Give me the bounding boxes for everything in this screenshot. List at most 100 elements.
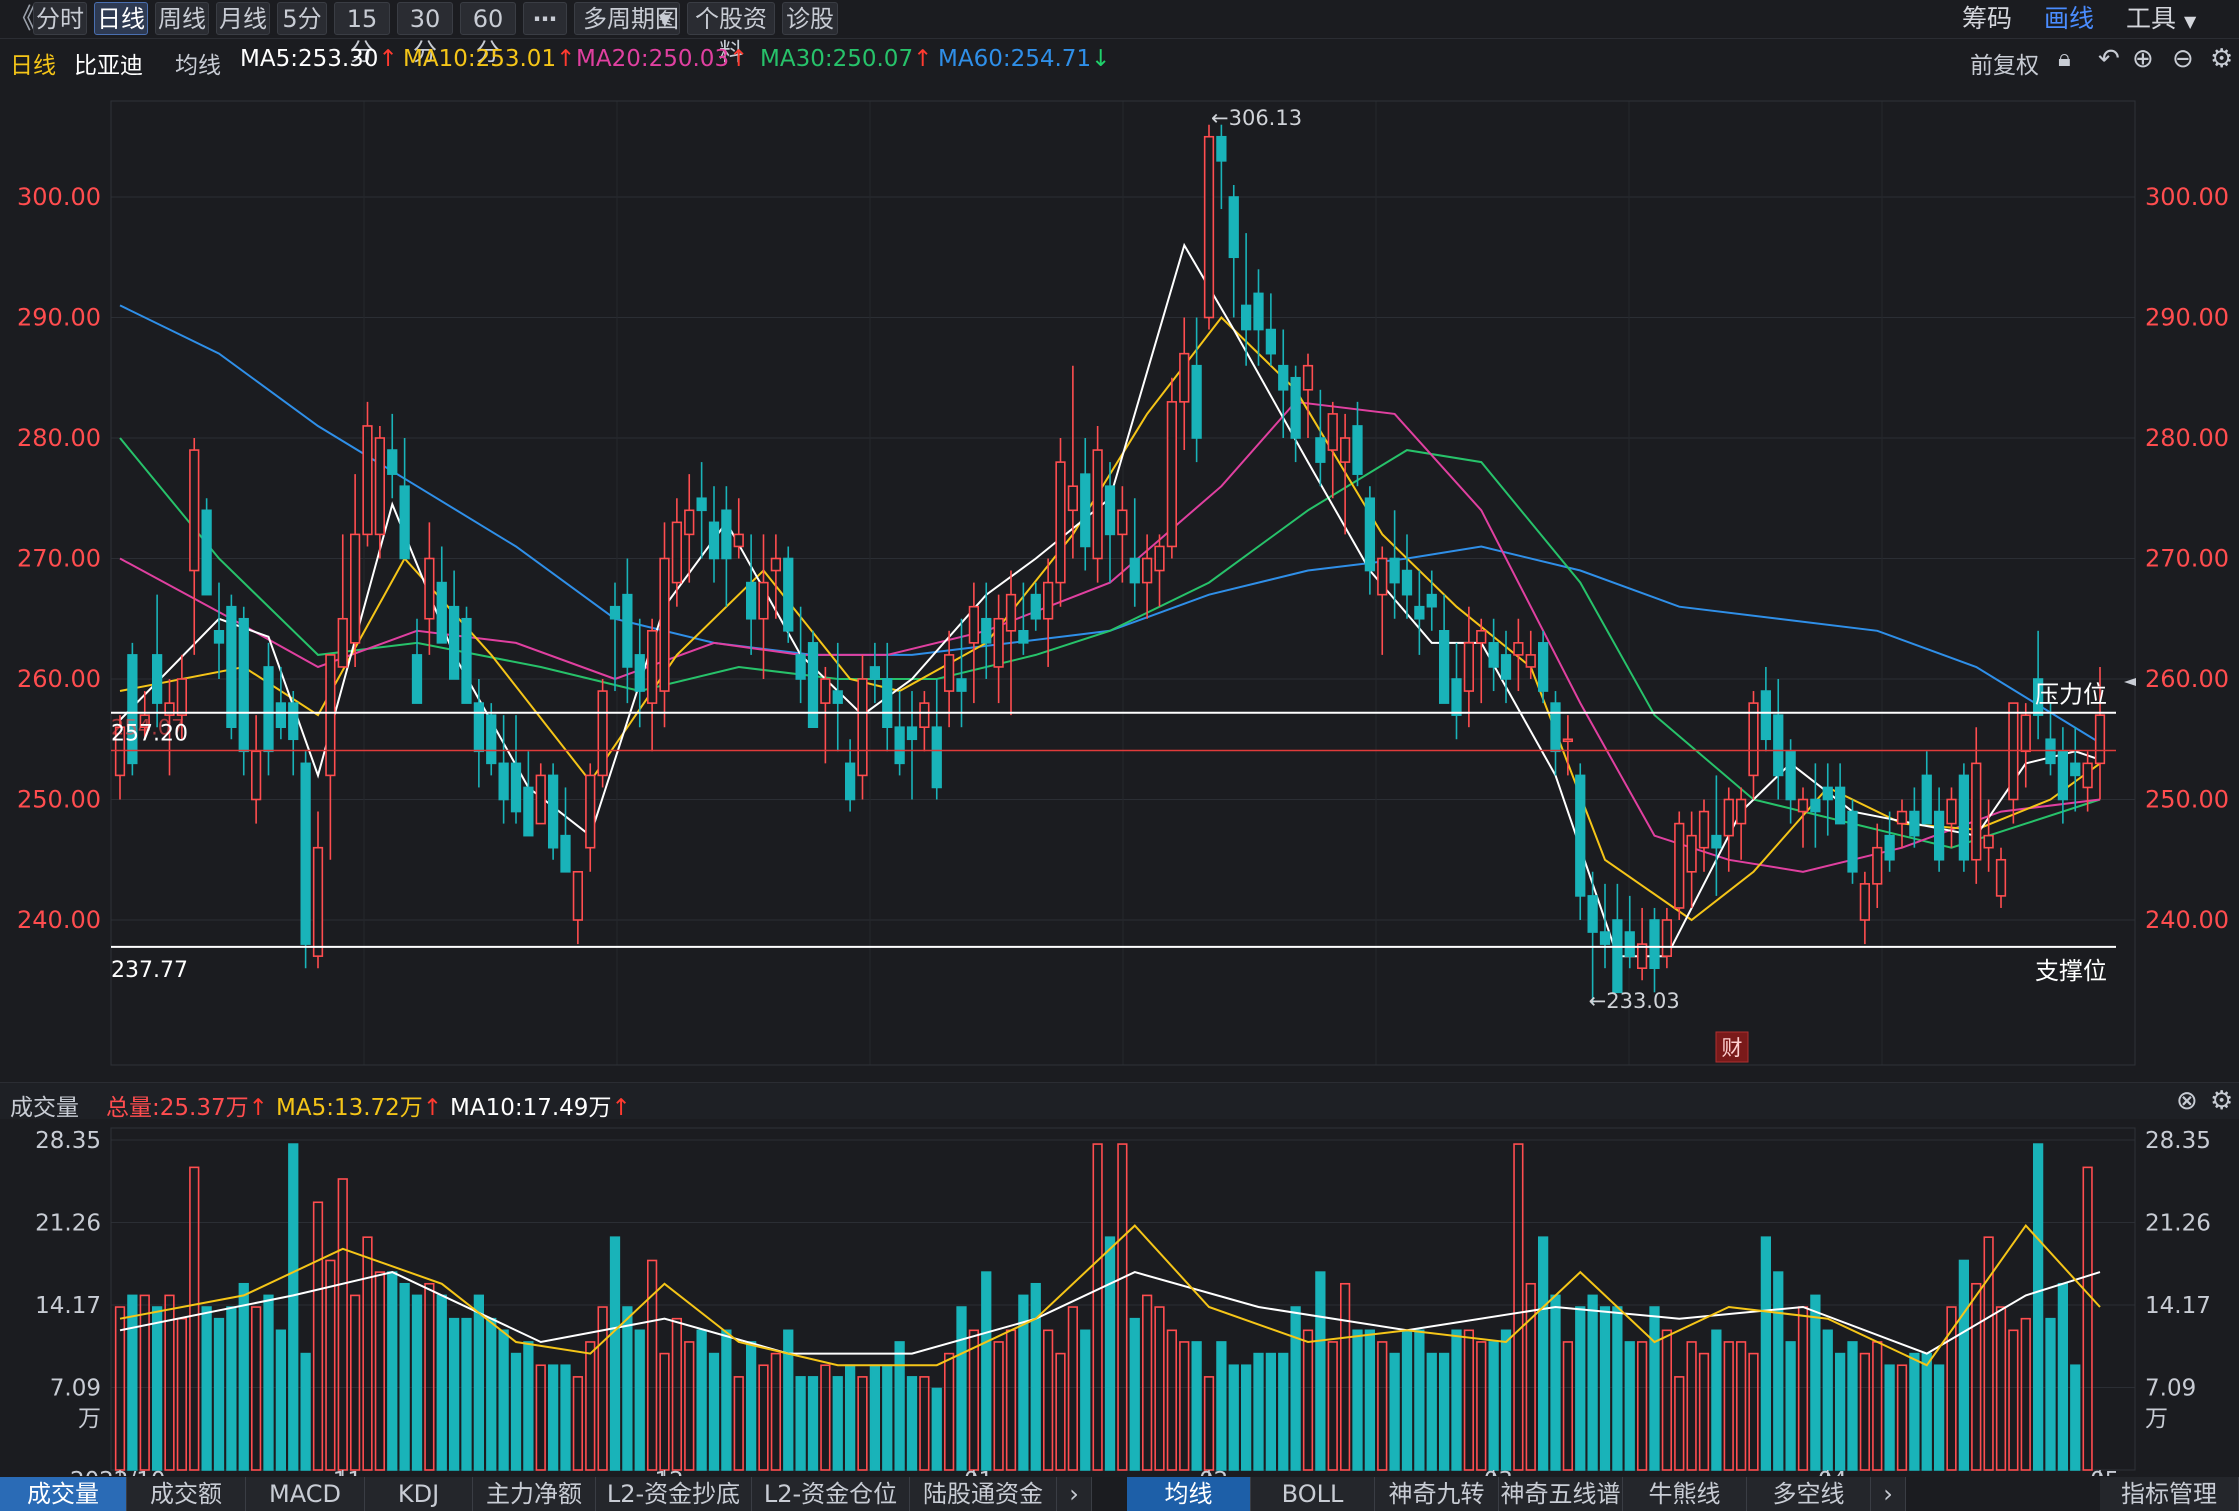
zoom-out-icon[interactable]: ⊖ [2172, 44, 2194, 74]
candle-body-up [646, 629, 658, 704]
volume-bar-down [1080, 1329, 1091, 1471]
volume-bar-down [981, 1271, 992, 1471]
candle [1203, 124, 1215, 330]
candle-body-down [832, 690, 843, 704]
tab-fenshi[interactable]: 分时 [33, 2, 87, 35]
volume-bar-up [1117, 1143, 1128, 1471]
volume-bar-down [226, 1306, 237, 1471]
volume-chart[interactable]: 28.35 28.35 21.26 21.26 14.17 14.17 7.09 7.09 万 万… [0, 1118, 2239, 1476]
tab-zhouxian[interactable]: 周线 [155, 2, 209, 35]
overlay-tab[interactable]: 神奇九转 [1375, 1477, 1499, 1511]
double-chevron-left-icon[interactable]: 《 [8, 2, 37, 35]
candle [1686, 811, 1697, 908]
candle-body-down [1958, 774, 1970, 861]
indicator-tab[interactable]: L2-资金仓位 [752, 1477, 910, 1511]
candle [127, 642, 138, 776]
candle [1117, 486, 1128, 583]
candle-body-up [1661, 919, 1673, 957]
candle-body-up [176, 678, 188, 716]
candle-body-up [337, 617, 348, 668]
candle [832, 642, 843, 752]
tools-button[interactable]: 工具 ▼ [2126, 2, 2196, 35]
volume-bar-down [906, 1376, 918, 1471]
indicator-manage-tab[interactable]: 指标管理 [2100, 1477, 2239, 1511]
tab-yuexian[interactable]: 月线 [216, 2, 270, 35]
candle [1339, 413, 1351, 535]
diagnose-button[interactable]: 诊股 [782, 2, 838, 35]
volume-header [0, 1082, 2239, 1119]
settings-gear-icon[interactable]: ⚙ [2210, 44, 2234, 74]
candle-body-down [1884, 834, 1895, 861]
multi-period-dropdown[interactable]: 多周期图 ▼ [574, 2, 680, 35]
tab-30min[interactable]: 30分 [397, 2, 453, 66]
candle [1265, 293, 1277, 366]
candle-body-up [1797, 798, 1809, 813]
volume-bar-down [1129, 1317, 1140, 1471]
candle [312, 811, 324, 969]
finance-badge[interactable] [1715, 1031, 1749, 1063]
volume-bar-down [201, 1306, 212, 1471]
kline-chart[interactable]: 300.00 290.00 280.00 270.00 260.00 250.00 240.… [0, 68, 2239, 1068]
candle [585, 763, 596, 872]
candle-body-down [1228, 196, 1239, 259]
zoom-in-icon[interactable]: ⊕ [2132, 44, 2154, 74]
candle [2008, 702, 2019, 824]
candle-body-up [1092, 449, 1103, 560]
candle [337, 534, 348, 668]
candle-body-up [374, 437, 386, 536]
stock-profile-button[interactable]: 个股资料 [687, 2, 775, 66]
candle [2020, 703, 2031, 788]
tab-rixian[interactable]: 日线 [94, 2, 148, 35]
candle [461, 606, 472, 704]
candle [2045, 703, 2056, 776]
candle-body-down [708, 521, 720, 560]
candle [535, 763, 546, 825]
tab-15min[interactable]: 15分 [334, 2, 390, 66]
candle-body-up [1463, 642, 1475, 692]
candle-body-up [424, 557, 435, 620]
candle [1723, 787, 1734, 872]
draw-button[interactable]: 画线 [2044, 4, 2095, 33]
candle-body-down [436, 581, 447, 644]
volume-bar-up [1686, 1341, 1697, 1471]
volume-bar-down [1290, 1306, 1301, 1471]
settings-gear-icon[interactable]: ⚙ [2210, 1086, 2234, 1116]
chevron-right-icon[interactable]: › [1871, 1477, 1906, 1511]
volume-bar-down [696, 1329, 707, 1471]
overlay-tab[interactable]: 多空线 [1747, 1477, 1871, 1511]
overlay-tab[interactable]: 均线 [1127, 1477, 1251, 1511]
tab-60min[interactable]: 60分 [460, 2, 516, 66]
price-tick-left: 280.00 [17, 424, 101, 452]
indicator-tab[interactable]: MACD [246, 1477, 365, 1511]
more-periods-button[interactable]: ⋯ [523, 2, 567, 35]
vol-tick-left: 14.17 [35, 1293, 101, 1319]
lock-icon[interactable]: 🔒︎ [2058, 44, 2071, 72]
chevron-right-icon[interactable]: › [1057, 1477, 1092, 1511]
close-icon[interactable]: ⊗ [2176, 1086, 2198, 1116]
candle [547, 763, 559, 860]
indicator-tab[interactable]: KDJ [365, 1477, 473, 1511]
indicator-tab[interactable]: 成交额 [127, 1477, 246, 1511]
chip-button[interactable]: 筹码 [1962, 4, 2013, 33]
indicator-tab[interactable]: L2-资金抄底 [596, 1477, 752, 1511]
indicator-tab[interactable]: 成交量 [0, 1477, 127, 1511]
volume-bar-up [1946, 1306, 1957, 1471]
candle [411, 618, 423, 704]
volume-bar-up [1513, 1143, 1524, 1471]
candle-body-down [1575, 774, 1586, 897]
candle [844, 739, 856, 812]
overlay-tab[interactable]: 牛熊线 [1623, 1477, 1747, 1511]
volume-bar-down [1624, 1341, 1635, 1471]
price-marker-icon [2124, 678, 2136, 686]
candle [572, 870, 584, 945]
candle-body-up [1302, 364, 1314, 391]
candle-body-down [1389, 557, 1400, 584]
undo-icon[interactable]: ↶ [2098, 44, 2120, 74]
overlay-tab[interactable]: 神奇五线谱 [1499, 1477, 1623, 1511]
indicator-tab[interactable]: 陆股通资金 [910, 1477, 1057, 1511]
tab-5min[interactable]: 5分 [277, 2, 327, 35]
overlay-tab[interactable]: BOLL [1251, 1477, 1375, 1511]
volume-ma-lines [119, 1224, 2101, 1367]
indicator-tab[interactable]: 主力净额 [473, 1477, 596, 1511]
adjust-mode[interactable]: 前复权 [1970, 53, 2039, 79]
